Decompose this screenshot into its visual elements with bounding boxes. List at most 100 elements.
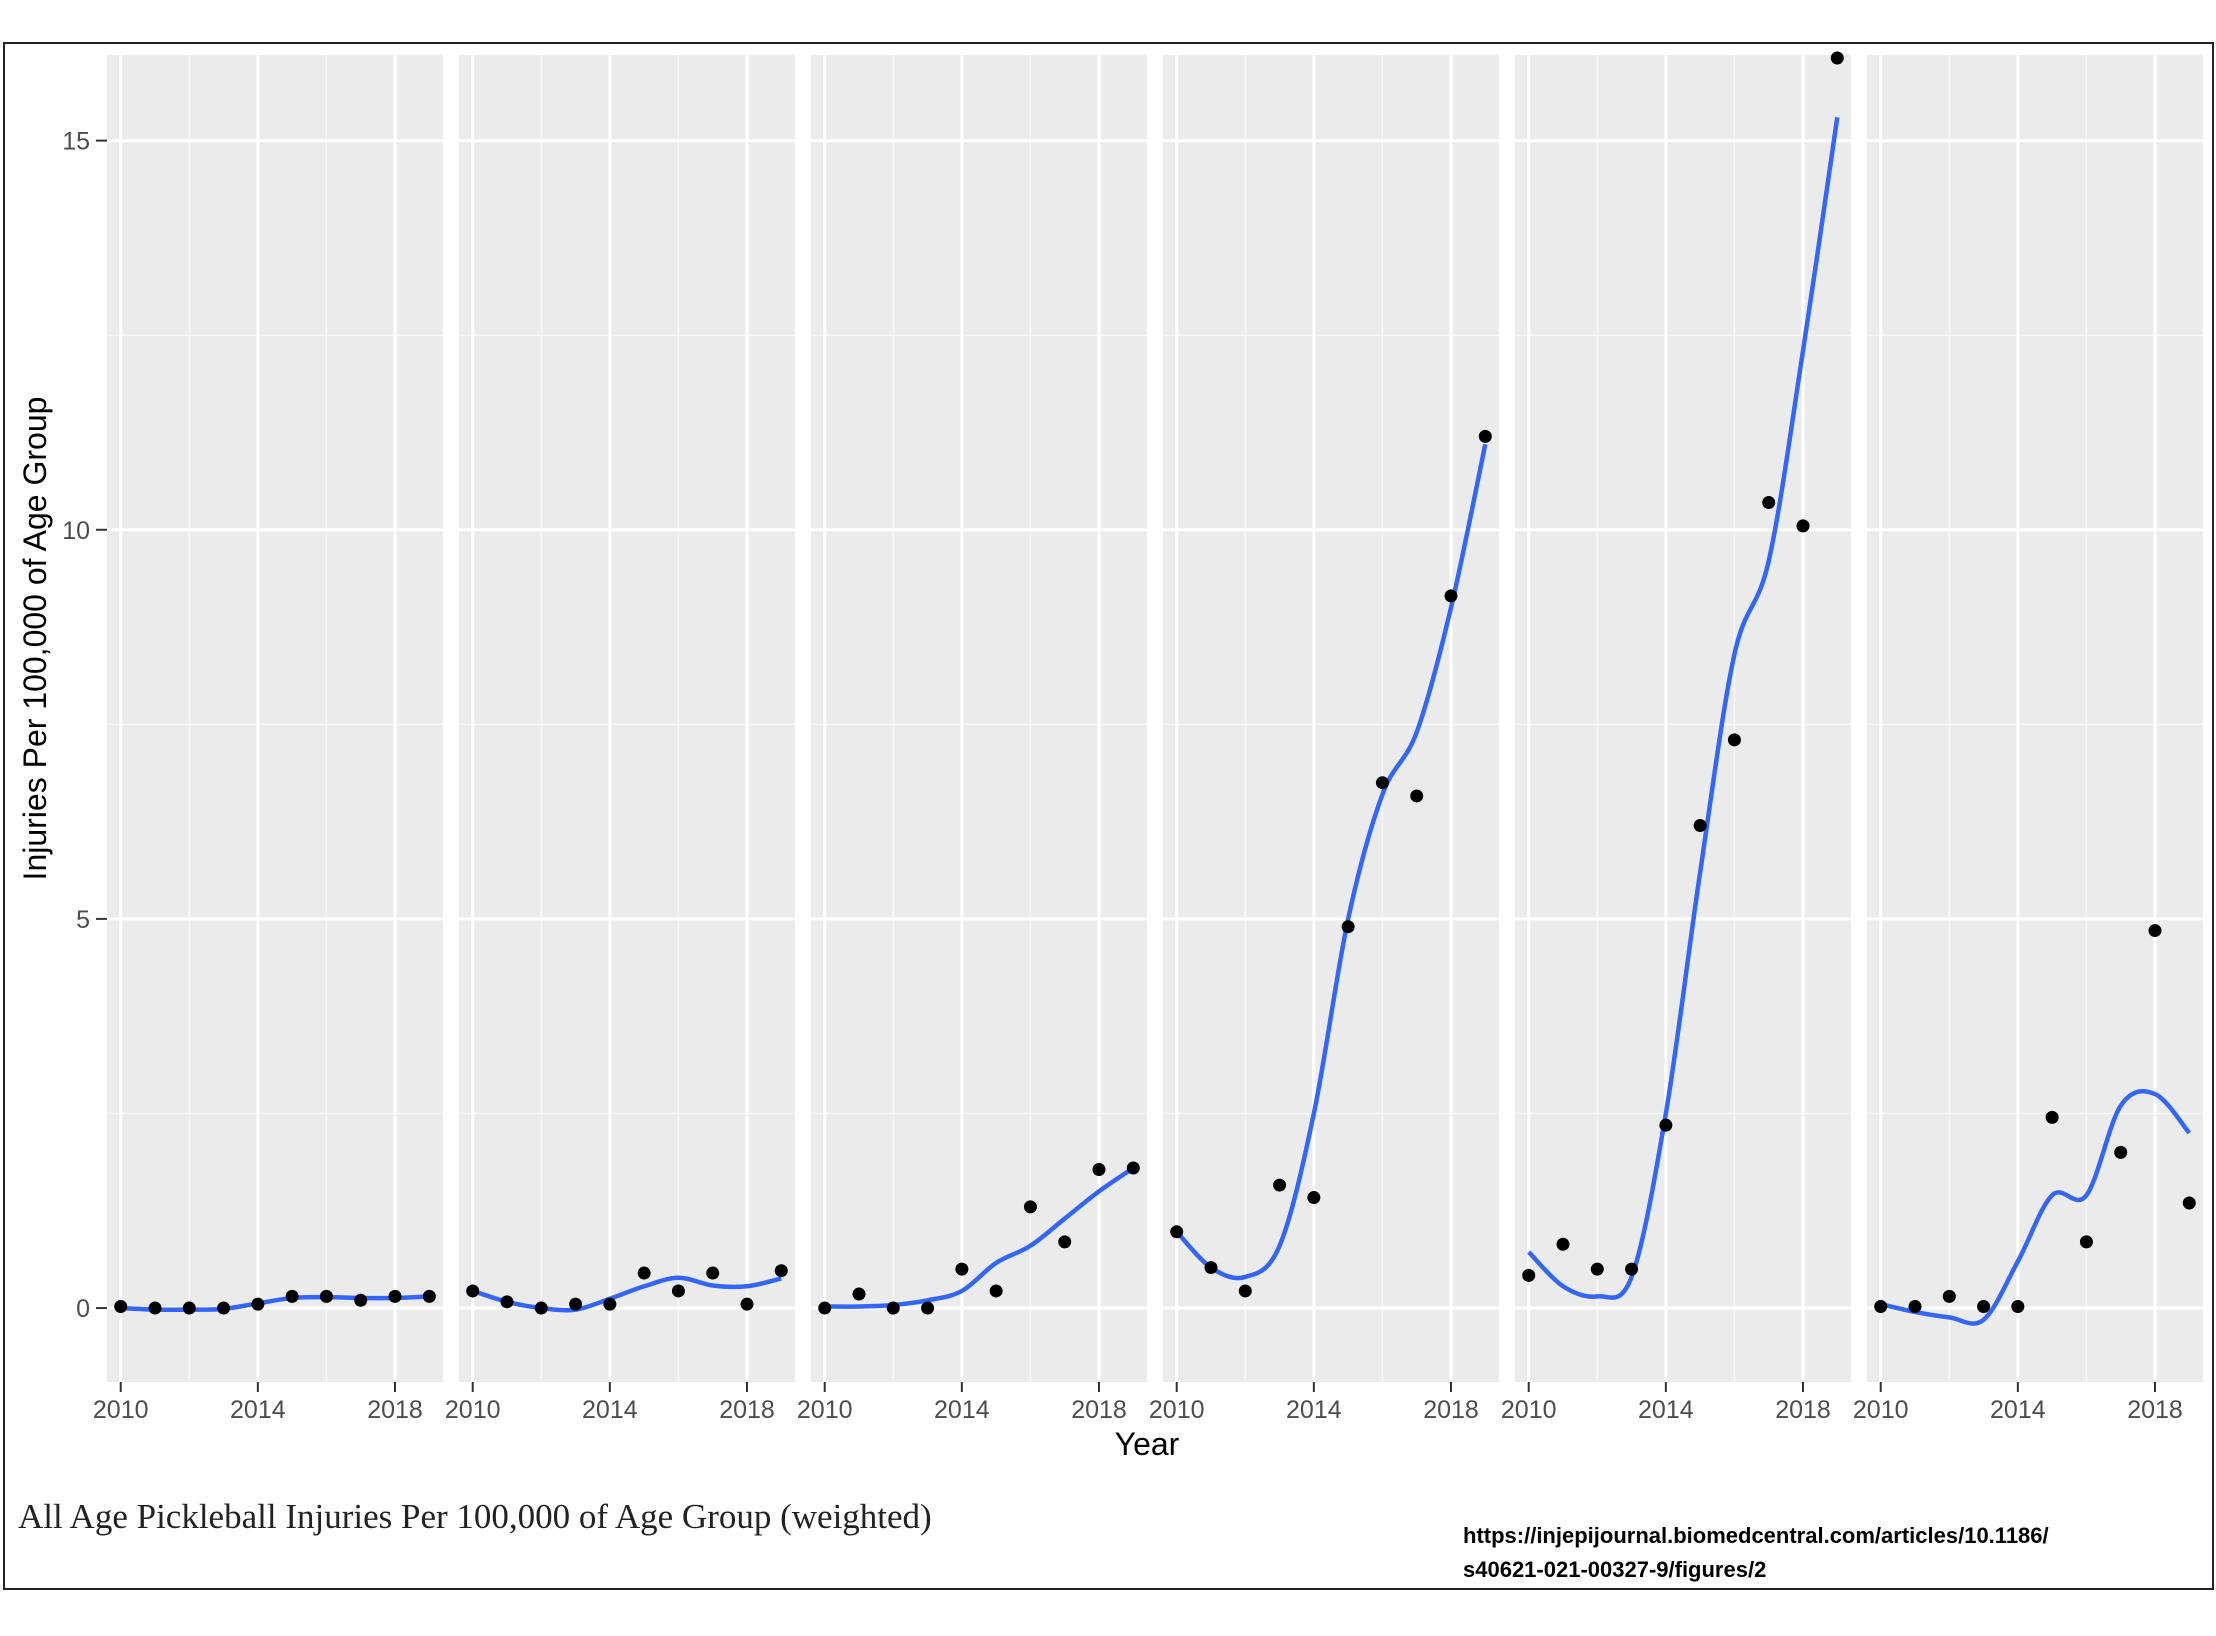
y-tick-label: 10 bbox=[62, 517, 90, 545]
smooth-line bbox=[1175, 443, 1488, 1281]
x-tick-label: 2018 bbox=[1071, 1396, 1127, 1424]
panel-background bbox=[1515, 55, 1851, 1382]
x-tick-label: 2018 bbox=[1423, 1396, 1479, 1424]
data-point bbox=[148, 1301, 162, 1315]
panel-background bbox=[811, 55, 1147, 1382]
data-point bbox=[852, 1287, 866, 1301]
data-point bbox=[637, 1266, 651, 1280]
data-point bbox=[1023, 1200, 1037, 1214]
data-point bbox=[1092, 1163, 1106, 1177]
figure-caption: All Age Pickleball Injuries Per 100,000 … bbox=[18, 1497, 932, 1536]
x-tick-label: 2014 bbox=[934, 1396, 990, 1424]
data-point bbox=[466, 1284, 480, 1298]
x-tick-label: 2010 bbox=[445, 1396, 501, 1424]
data-point bbox=[1693, 819, 1707, 833]
data-point bbox=[1341, 920, 1355, 934]
data-point bbox=[1727, 733, 1741, 747]
data-point bbox=[1556, 1237, 1570, 1251]
panel-background bbox=[107, 55, 443, 1382]
data-point bbox=[603, 1297, 617, 1311]
data-point bbox=[1375, 776, 1389, 790]
data-point bbox=[774, 1264, 788, 1278]
data-point bbox=[1204, 1261, 1218, 1275]
data-point bbox=[671, 1284, 685, 1298]
x-tick-label: 2014 bbox=[230, 1396, 286, 1424]
data-point bbox=[2079, 1235, 2093, 1249]
data-point bbox=[1058, 1235, 1072, 1249]
source-url[interactable]: https://injepijournal.biomedcentral.com/… bbox=[1463, 1519, 2049, 1587]
data-point bbox=[989, 1284, 1003, 1298]
data-point bbox=[251, 1297, 265, 1311]
data-point bbox=[2148, 924, 2162, 938]
panel-background bbox=[1163, 55, 1499, 1382]
x-tick-label: 2014 bbox=[1638, 1396, 1694, 1424]
data-point bbox=[886, 1301, 900, 1315]
data-point bbox=[921, 1301, 935, 1315]
y-axis-title: Injuries Per 100,000 of Age Group bbox=[17, 397, 53, 881]
x-tick-label: 2014 bbox=[1990, 1396, 2046, 1424]
x-tick-label: 2014 bbox=[582, 1396, 638, 1424]
data-point bbox=[1478, 429, 1492, 443]
data-point bbox=[1659, 1118, 1673, 1132]
y-tick-label: 15 bbox=[62, 128, 90, 156]
data-point bbox=[706, 1266, 720, 1280]
x-tick-label: 2010 bbox=[93, 1396, 149, 1424]
data-point bbox=[354, 1293, 368, 1307]
smooth-line bbox=[824, 1166, 1135, 1309]
data-point bbox=[818, 1301, 832, 1315]
data-point bbox=[1410, 789, 1424, 803]
data-point bbox=[1942, 1289, 1956, 1303]
data-point bbox=[1830, 51, 1844, 65]
data-point bbox=[1126, 1161, 1140, 1175]
data-point bbox=[285, 1289, 299, 1303]
data-point bbox=[114, 1300, 128, 1314]
data-point bbox=[182, 1301, 196, 1315]
y-tick-label: 5 bbox=[76, 906, 90, 934]
x-tick-label: 2010 bbox=[1149, 1396, 1205, 1424]
source-url-line-2[interactable]: s40621-021-00327-9/figures/2 bbox=[1463, 1557, 1767, 1582]
x-tick-label: 2010 bbox=[797, 1396, 853, 1424]
data-point bbox=[1238, 1284, 1252, 1298]
x-tick-label: 2018 bbox=[2127, 1396, 2183, 1424]
data-point bbox=[1762, 496, 1776, 510]
data-point bbox=[1307, 1191, 1321, 1205]
data-point bbox=[1874, 1300, 1888, 1314]
data-point bbox=[217, 1301, 231, 1315]
data-point bbox=[955, 1262, 969, 1276]
data-point bbox=[1273, 1178, 1287, 1192]
data-point bbox=[2011, 1300, 2025, 1314]
x-axis-title: Year bbox=[1115, 1426, 1180, 1462]
x-tick-label: 2010 bbox=[1853, 1396, 1909, 1424]
smooth-line bbox=[120, 1294, 430, 1313]
data-point bbox=[1522, 1268, 1536, 1282]
data-point bbox=[2114, 1145, 2128, 1159]
data-point bbox=[388, 1289, 402, 1303]
data-point bbox=[500, 1295, 514, 1309]
data-point bbox=[1444, 589, 1458, 603]
smooth-line bbox=[1880, 1089, 2192, 1326]
smooth-line bbox=[1527, 116, 1840, 1300]
data-point bbox=[534, 1301, 548, 1315]
data-point bbox=[2045, 1110, 2059, 1124]
x-tick-label: 2010 bbox=[1501, 1396, 1557, 1424]
panel-background bbox=[1867, 55, 2203, 1382]
data-point bbox=[1170, 1225, 1184, 1239]
smooth-line bbox=[472, 1275, 782, 1313]
data-point bbox=[1590, 1262, 1604, 1276]
data-point bbox=[1977, 1300, 1991, 1314]
data-point bbox=[1908, 1300, 1922, 1314]
data-point bbox=[2182, 1196, 2196, 1210]
data-point bbox=[422, 1289, 436, 1303]
x-tick-label: 2018 bbox=[367, 1396, 423, 1424]
y-tick-label: 0 bbox=[76, 1295, 90, 1323]
data-point bbox=[1625, 1262, 1639, 1276]
x-tick-label: 2018 bbox=[1775, 1396, 1831, 1424]
x-tick-label: 2014 bbox=[1286, 1396, 1342, 1424]
data-point bbox=[319, 1289, 333, 1303]
data-point bbox=[740, 1297, 754, 1311]
source-url-line-1[interactable]: https://injepijournal.biomedcentral.com/… bbox=[1463, 1523, 2049, 1548]
data-point bbox=[569, 1297, 583, 1311]
x-tick-label: 2018 bbox=[719, 1396, 775, 1424]
panel-background bbox=[459, 55, 795, 1382]
